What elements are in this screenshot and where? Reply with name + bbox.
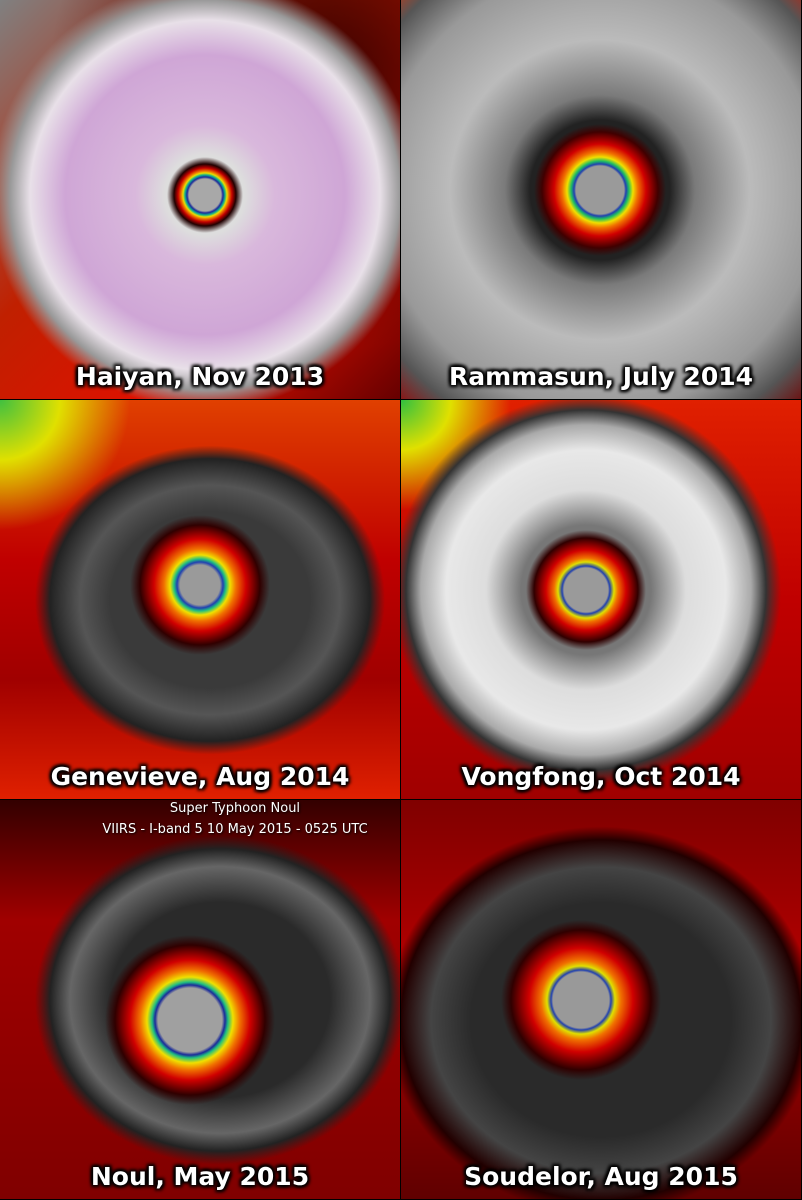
caption: Haiyan, Nov 2013 [75, 362, 325, 391]
caption: Genevieve, Aug 2014 [50, 762, 350, 791]
image-title: Super Typhoon Noul [169, 801, 301, 816]
caption: Rammasun, July 2014 [448, 362, 754, 391]
caption: Soudelor, Aug 2015 [464, 1162, 738, 1191]
panel-soudelor: Soudelor, Aug 2015 [401, 800, 801, 1199]
panel-vongfong: Vongfong, Oct 2014 [401, 400, 801, 799]
image-subtitle: VIIRS - I-band 5 10 May 2015 - 0525 UTC [102, 822, 368, 837]
panel-haiyan: Haiyan, Nov 2013 [0, 0, 400, 399]
panel-noul: Super Typhoon Noul VIIRS - I-band 5 10 M… [0, 800, 400, 1199]
caption: Vongfong, Oct 2014 [461, 762, 741, 791]
caption: Noul, May 2015 [90, 1162, 310, 1191]
panel-genevieve: Genevieve, Aug 2014 [0, 400, 400, 799]
panel-rammasun: Rammasun, July 2014 [401, 0, 801, 399]
